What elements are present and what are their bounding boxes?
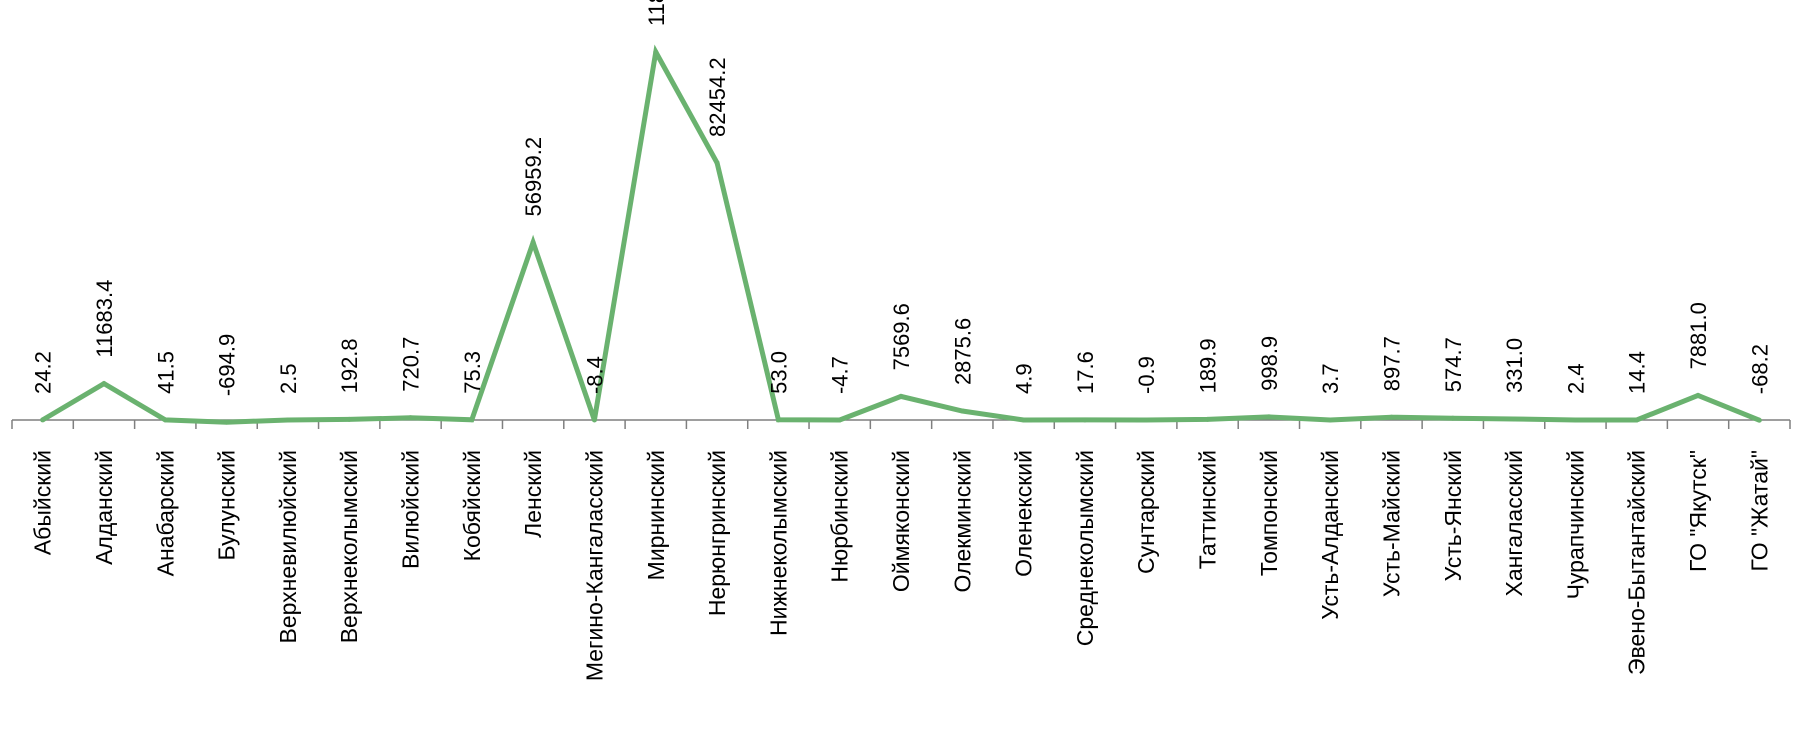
data-labels: 24.2 11683.4 41.5 -694.9 2.5 192.8 720.7 75.3 56… bbox=[31, 0, 1773, 396]
data-point bbox=[898, 393, 904, 399]
category-label: Ленский bbox=[520, 450, 546, 538]
category-label: Нижнеколымский bbox=[765, 450, 791, 636]
data-point bbox=[530, 239, 536, 245]
data-label: -68.2 bbox=[1747, 344, 1772, 394]
data-point bbox=[408, 415, 414, 421]
category-label: Кобяйский bbox=[459, 450, 485, 561]
data-label: 7569.6 bbox=[889, 303, 914, 370]
data-point bbox=[469, 417, 475, 423]
data-point bbox=[1450, 415, 1456, 421]
data-label: 82454.2 bbox=[705, 57, 730, 137]
data-point bbox=[1572, 417, 1578, 423]
data-label: -0.9 bbox=[1134, 356, 1159, 394]
data-point bbox=[959, 408, 965, 414]
data-point bbox=[714, 160, 720, 166]
category-label: Алданский bbox=[91, 450, 117, 565]
data-label: 7881.0 bbox=[1686, 302, 1711, 369]
data-point bbox=[1327, 417, 1333, 423]
category-label: Вилюйский bbox=[398, 450, 424, 569]
category-labels: Абыйский Алданский Анабарский Булунский Верх… bbox=[30, 450, 1773, 681]
category-label: Верхнеколымский bbox=[336, 450, 362, 643]
data-label: 3.7 bbox=[1318, 363, 1343, 394]
category-label: Томпонский bbox=[1256, 450, 1282, 576]
data-point bbox=[1205, 416, 1211, 422]
data-label: 2.4 bbox=[1563, 363, 1588, 394]
data-label: 11683.4 bbox=[92, 280, 117, 358]
data-point bbox=[775, 417, 781, 423]
data-label: 17.6 bbox=[1073, 351, 1098, 394]
data-label: 2875.6 bbox=[950, 318, 975, 385]
data-point bbox=[1695, 392, 1701, 398]
data-label: 189.9 bbox=[1196, 338, 1221, 393]
category-label: Усть-Майский bbox=[1378, 450, 1404, 597]
data-point bbox=[653, 49, 659, 55]
category-label: Абыйский bbox=[30, 450, 56, 555]
data-point bbox=[224, 419, 230, 425]
data-point bbox=[1021, 417, 1027, 423]
data-label: -4.7 bbox=[828, 356, 853, 394]
category-label: Эвено-Бытантайский bbox=[1624, 450, 1650, 675]
data-points bbox=[40, 49, 1762, 425]
category-label: Мирнинский bbox=[643, 450, 669, 580]
data-label: 574.7 bbox=[1441, 337, 1466, 392]
data-point bbox=[1143, 417, 1149, 423]
category-label: Верхневилюйский bbox=[275, 450, 301, 644]
data-label: 14.4 bbox=[1625, 351, 1650, 394]
category-label: Мегино-Кангаласский bbox=[581, 450, 607, 681]
data-label: -694.9 bbox=[215, 334, 240, 396]
data-point bbox=[162, 417, 168, 423]
data-label: 720.7 bbox=[399, 337, 424, 392]
category-label: Таттинский bbox=[1195, 450, 1221, 569]
category-label: Нюрбинский bbox=[827, 450, 853, 583]
category-label: Хангаласский bbox=[1501, 450, 1527, 596]
data-point bbox=[1756, 417, 1762, 423]
data-point bbox=[346, 416, 352, 422]
data-point bbox=[1511, 416, 1517, 422]
category-label: Чурапчинский bbox=[1562, 450, 1588, 599]
category-label: Усть-Янский bbox=[1440, 450, 1466, 581]
data-label: 897.7 bbox=[1379, 336, 1404, 391]
data-label: 56959.2 bbox=[521, 137, 546, 217]
category-label: Нерюнгринский bbox=[704, 450, 730, 616]
data-point bbox=[40, 417, 46, 423]
category-label: ГО "Жатай" bbox=[1746, 450, 1772, 571]
data-point bbox=[1082, 417, 1088, 423]
data-label: 2.5 bbox=[276, 363, 301, 394]
data-label: 24.2 bbox=[31, 351, 56, 394]
category-label: ГО "Якутск" bbox=[1685, 450, 1711, 572]
data-point bbox=[591, 417, 597, 423]
data-label: 118040.0 bbox=[644, 0, 669, 26]
data-label: 998.9 bbox=[1257, 336, 1282, 391]
data-point bbox=[101, 381, 107, 387]
category-label: Булунский bbox=[214, 450, 240, 560]
category-label: Среднеколымский bbox=[1072, 450, 1098, 646]
category-label: Анабарский bbox=[152, 450, 178, 576]
category-label: Усть-Алданский bbox=[1317, 450, 1343, 620]
data-point bbox=[837, 417, 843, 423]
data-label: 75.3 bbox=[460, 351, 485, 394]
data-point bbox=[1388, 414, 1394, 420]
data-label: 53.0 bbox=[766, 351, 791, 394]
category-label: Сунтарский bbox=[1133, 450, 1159, 574]
data-label: 192.8 bbox=[337, 338, 362, 393]
category-label: Олекминский bbox=[949, 450, 975, 593]
data-label: 41.5 bbox=[153, 351, 178, 394]
data-label: -8.4 bbox=[582, 356, 607, 394]
data-label: 331.0 bbox=[1502, 338, 1527, 393]
data-point bbox=[1266, 414, 1272, 420]
category-label: Оленекский bbox=[1011, 450, 1037, 577]
data-point bbox=[1634, 417, 1640, 423]
data-point bbox=[285, 417, 291, 423]
category-label: Оймяконский bbox=[888, 450, 914, 592]
data-label: 4.9 bbox=[1012, 363, 1037, 394]
